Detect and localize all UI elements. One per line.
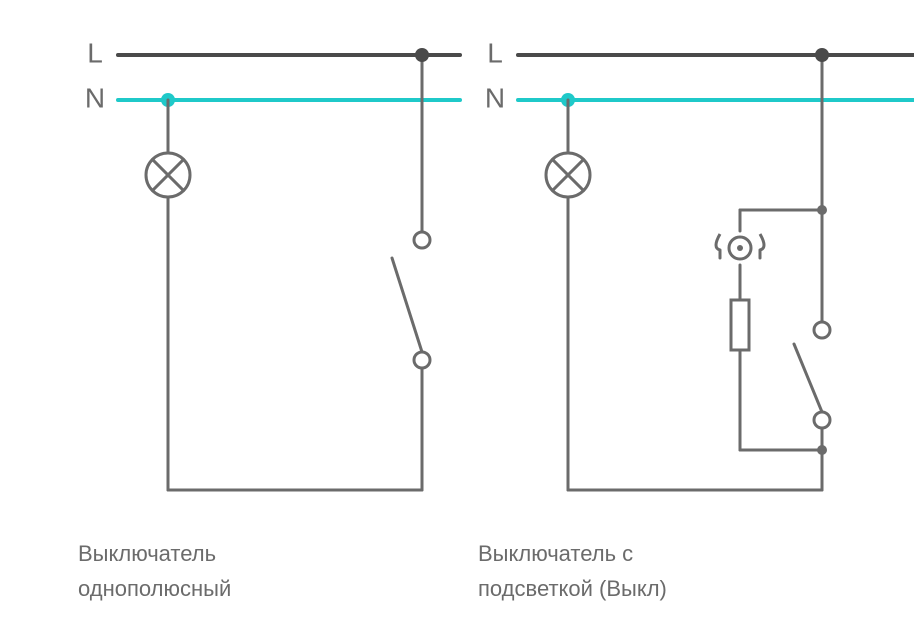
svg-text:однополюсный: однополюсный <box>78 576 231 601</box>
svg-text:Выключатель с: Выключатель с <box>478 541 633 566</box>
svg-text:подсветкой (Выкл): подсветкой (Выкл) <box>478 576 667 601</box>
svg-text:L: L <box>87 37 103 68</box>
svg-text:N: N <box>85 82 105 113</box>
wiring-diagram: LNLNВыключательоднополюсныйВыключатель с… <box>0 0 914 630</box>
svg-text:Выключатель: Выключатель <box>78 541 216 566</box>
svg-text:N: N <box>485 82 505 113</box>
svg-text:L: L <box>487 37 503 68</box>
